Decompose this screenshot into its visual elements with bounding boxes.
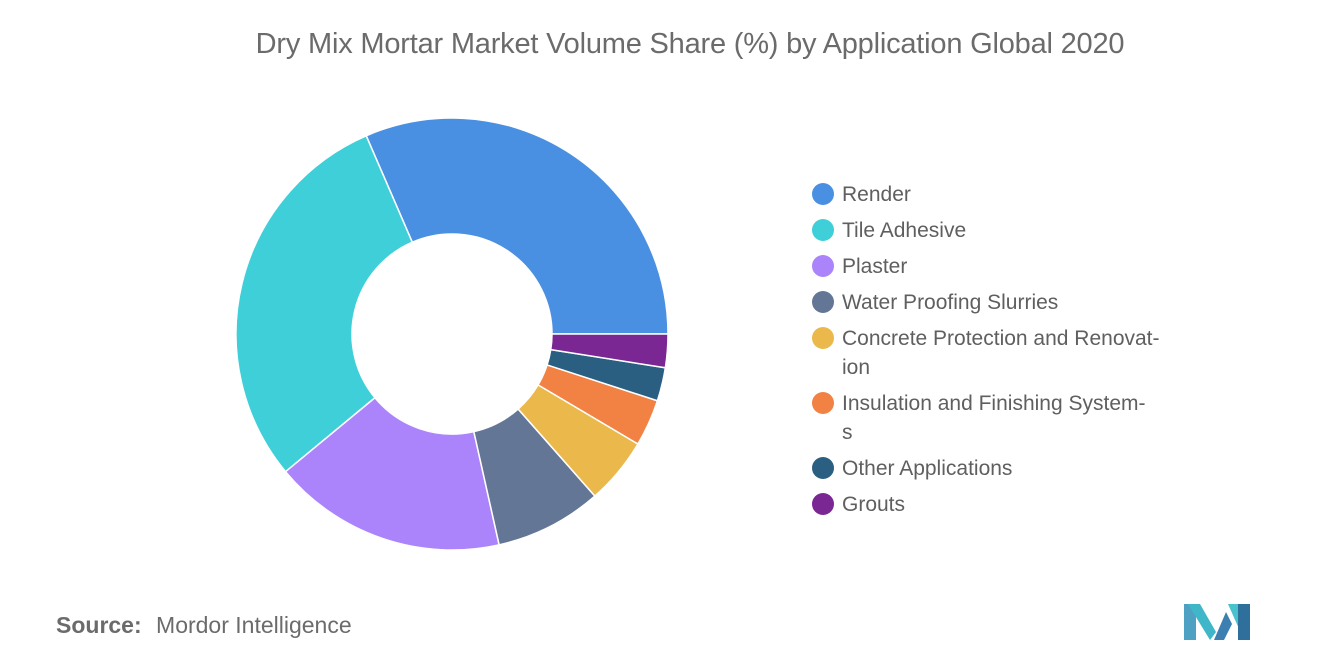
mordor-intelligence-logo-icon bbox=[1184, 604, 1250, 640]
legend-swatch bbox=[812, 392, 834, 414]
donut-slice-tile-adhesive bbox=[235, 134, 414, 473]
legend-label: Insulation and Finishing System-s bbox=[842, 392, 1146, 444]
chart-legend: Render Tile Adhesive Plaster Water Proofing… bbox=[812, 180, 1212, 526]
legend-item-tile-adhesive: Tile Adhesive bbox=[812, 216, 1212, 245]
legend-label: Tile Adhesive bbox=[842, 219, 967, 242]
legend-swatch bbox=[812, 291, 834, 313]
legend-label: Other Applications bbox=[842, 457, 1013, 480]
source-label: Source: bbox=[56, 612, 142, 638]
source-line: Source: Mordor Intelligence bbox=[56, 612, 352, 639]
legend-swatch bbox=[812, 219, 834, 241]
legend-label: Plaster bbox=[842, 255, 908, 278]
donut-slice-render bbox=[365, 117, 669, 335]
chart-title: Dry Mix Mortar Market Volume Share (%) b… bbox=[255, 28, 1125, 60]
legend-swatch bbox=[812, 457, 834, 479]
legend-swatch bbox=[812, 493, 834, 515]
legend-swatch bbox=[812, 183, 834, 205]
legend-label: Water Proofing Slurries bbox=[842, 291, 1059, 314]
donut-slice-grouts bbox=[549, 333, 669, 369]
legend-item-insulation-and-finishing-system-s: Insulation and Finishing System-s bbox=[812, 389, 1212, 447]
legend-item-grouts: Grouts bbox=[812, 490, 1212, 519]
legend-item-plaster: Plaster bbox=[812, 252, 1212, 281]
donut-slice-plaster bbox=[284, 396, 501, 551]
legend-item-concrete-protection-and-renovat-ion: Concrete Protection and Renovat-ion bbox=[812, 324, 1212, 382]
donut-chart bbox=[235, 117, 669, 551]
legend-label: Grouts bbox=[842, 493, 906, 516]
legend-item-other-applications: Other Applications bbox=[812, 454, 1212, 483]
legend-swatch bbox=[812, 255, 834, 277]
legend-label: Render bbox=[842, 183, 911, 206]
legend-item-water-proofing-slurries: Water Proofing Slurries bbox=[812, 288, 1212, 317]
legend-item-render: Render bbox=[812, 180, 1212, 209]
legend-swatch bbox=[812, 327, 834, 349]
source-value: Mordor Intelligence bbox=[156, 612, 352, 638]
legend-label: Concrete Protection and Renovat-ion bbox=[842, 327, 1160, 379]
